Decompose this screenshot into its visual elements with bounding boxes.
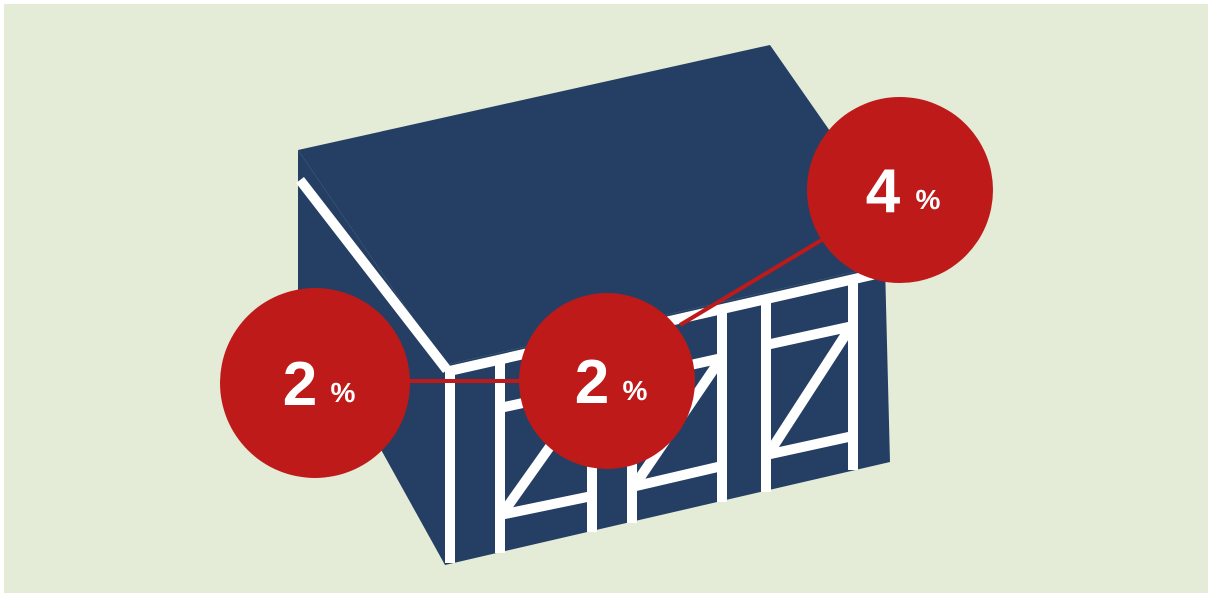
badge: 2 % [220, 288, 410, 478]
badge-number: 2 [575, 348, 609, 417]
badge: 2 % [519, 293, 695, 469]
badge-number: 2 [283, 350, 317, 419]
badge-unit: % [623, 375, 648, 406]
badge-number: 4 [866, 157, 901, 226]
badge: 4 % [807, 97, 993, 283]
connectors [400, 233, 832, 383]
badge-unit: % [916, 184, 941, 215]
badge-unit: % [331, 377, 356, 408]
